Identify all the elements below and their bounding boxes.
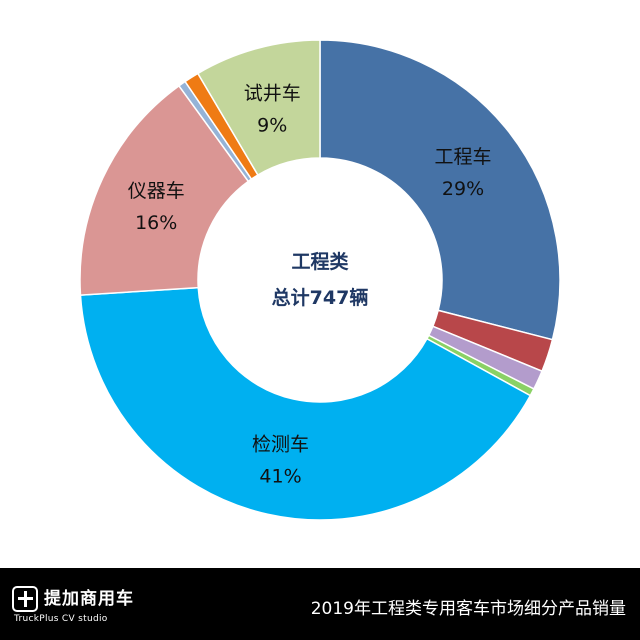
slice-percent-5: 16%	[135, 212, 177, 234]
slice-label-8: 试井车	[244, 82, 301, 104]
chart-caption: 2019年工程类专用客车市场细分产品销量	[310, 599, 626, 619]
brand-logo: 提加商用车 TruckPlus CV studio	[12, 584, 182, 628]
brand-subtitle: TruckPlus CV studio	[14, 614, 108, 624]
donut-slice-5	[79, 84, 250, 296]
donut-slice-4	[79, 286, 532, 521]
donut-chart: 工程车 29% 检测车 41% 仪器车 16% 试井车 9% 工程类总计747辆	[79, 39, 561, 521]
brand-name: 提加商用车	[44, 589, 134, 609]
truckplus-logo-icon	[12, 586, 38, 612]
slice-label-5: 仪器车	[128, 180, 185, 202]
slice-percent-4: 41%	[259, 466, 301, 488]
slice-percent-8: 9%	[257, 114, 287, 136]
donut-slice-0	[319, 39, 561, 341]
center-label-title: 工程类	[291, 250, 348, 273]
donut-slice-8	[196, 39, 321, 177]
slice-percent-0: 29%	[442, 178, 484, 200]
center-label-total: 总计747辆	[272, 286, 369, 309]
footer-bar: 提加商用车 TruckPlus CV studio 2019年工程类专用客车市场…	[0, 568, 640, 640]
slice-label-0: 工程车	[435, 146, 492, 168]
slice-label-4: 检测车	[252, 434, 309, 456]
